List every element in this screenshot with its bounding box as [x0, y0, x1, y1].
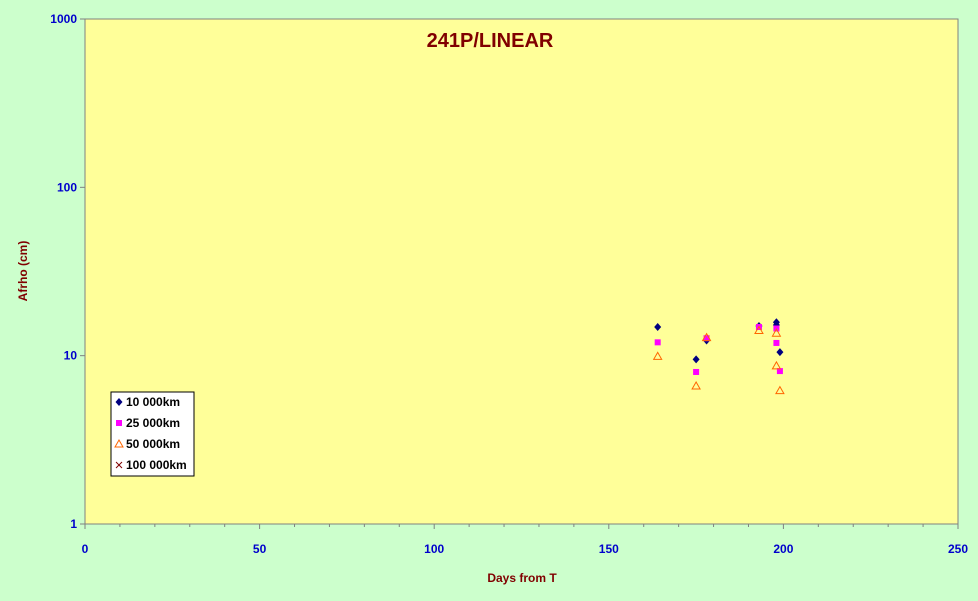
legend-markers	[114, 398, 124, 469]
x-tick-label: 150	[599, 542, 619, 556]
x-tick-labels: 0 50 100 150 200 250	[82, 542, 969, 556]
data-point-triangle	[771, 360, 782, 370]
data-point-triangle	[771, 328, 782, 337]
legend-label-50000km: 50 000km	[126, 437, 180, 451]
legend-label-100000km: 100 000km	[126, 458, 187, 472]
y-tick-label: 1	[70, 517, 77, 531]
data-point-triangle	[691, 381, 701, 390]
data-points	[652, 318, 785, 395]
y-axis-title: Afrho (cm)	[16, 241, 30, 302]
y-tick-label: 1000	[50, 12, 77, 26]
legend-marker-x	[115, 461, 123, 469]
x-tick-label: 100	[424, 542, 444, 556]
x-tick-label: 50	[253, 542, 267, 556]
data-point-diamond	[654, 323, 662, 332]
legend: 10 000km 25 000km 50 000km 100 000km	[110, 391, 195, 477]
data-point-square	[703, 335, 710, 342]
tick-marks	[80, 18, 959, 529]
legend-marker-diamond	[115, 398, 123, 406]
data-point-square	[693, 368, 700, 375]
data-point-diamond	[776, 348, 784, 357]
legend-label-25000km: 25 000km	[126, 416, 180, 430]
legend-box	[110, 391, 195, 477]
plot-area	[84, 18, 959, 525]
x-axis-title: Days from T	[487, 571, 557, 585]
data-point-diamond	[692, 355, 700, 364]
x-tick-label: 250	[948, 542, 968, 556]
chart-title: 241P/LINEAR	[427, 30, 554, 52]
x-tick-label: 0	[82, 542, 89, 556]
y-tick-label: 10	[64, 349, 78, 363]
y-tick-labels: 1 10 100 1000	[50, 12, 77, 531]
data-point-triangle	[775, 385, 785, 395]
legend-label-10000km: 10 000km	[126, 395, 180, 409]
data-point-square	[654, 339, 661, 346]
legend-marker-square	[116, 420, 122, 426]
y-tick-label: 100	[57, 180, 77, 194]
data-point-triangle	[701, 332, 712, 342]
x-tick-label: 200	[773, 542, 793, 556]
data-point-square	[776, 368, 783, 375]
data-point-triangle	[754, 325, 764, 335]
data-point-triangle	[652, 351, 663, 360]
data-point-square	[773, 339, 780, 346]
legend-marker-triangle	[114, 438, 124, 448]
